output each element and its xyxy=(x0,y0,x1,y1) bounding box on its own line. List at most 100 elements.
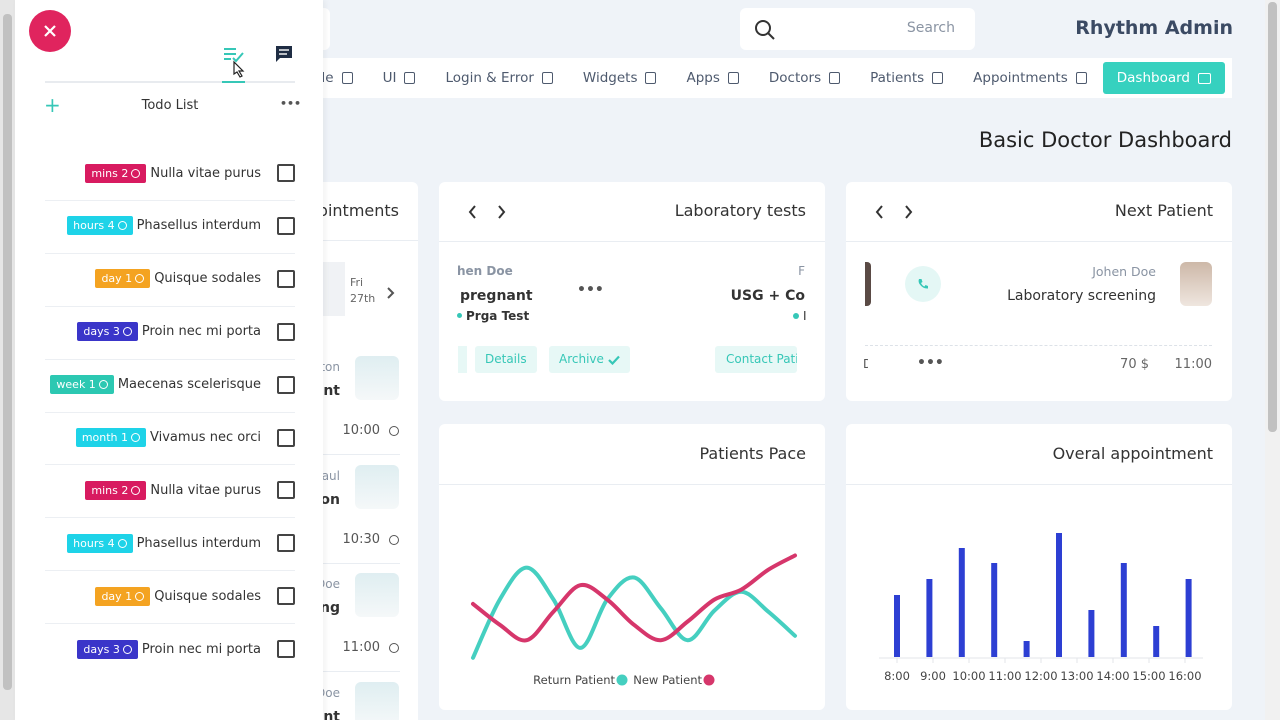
next-date[interactable] xyxy=(385,287,397,299)
pager[interactable] xyxy=(467,204,517,220)
patient-name: F xyxy=(798,264,805,278)
todo-text: Nulla vitae purus xyxy=(150,165,261,181)
appt-name: ton xyxy=(320,360,340,374)
dot xyxy=(457,313,462,318)
chart-title: Overal appointment xyxy=(1052,444,1213,463)
nav-item[interactable]: Patients xyxy=(870,70,944,86)
separator xyxy=(45,252,295,254)
nav-item[interactable]: Doctors xyxy=(769,70,841,86)
lab-card: Laboratory tests hen Doe pregnant Prga T… xyxy=(439,182,825,401)
todo-text: Vivamus nec orci xyxy=(150,430,261,445)
more[interactable]: ••• xyxy=(917,355,944,371)
checkbox[interactable] xyxy=(277,269,295,288)
button-clip xyxy=(458,346,467,373)
checkbox[interactable] xyxy=(277,322,295,341)
date-num: 27th xyxy=(350,292,376,305)
checkbox[interactable] xyxy=(277,216,295,235)
details-button[interactable]: Details xyxy=(475,346,537,373)
contact-button[interactable]: Contact Patien xyxy=(715,346,797,373)
nav-item[interactable]: Apps xyxy=(686,70,739,86)
todo-item: mins 2 Nulla vitae purus xyxy=(45,464,295,516)
bar xyxy=(1088,610,1095,657)
call-button[interactable] xyxy=(905,266,941,302)
divider xyxy=(846,241,1232,242)
nav-item-active[interactable]: Dashboard xyxy=(1102,62,1225,94)
separator xyxy=(45,411,295,413)
appt-sub: on xyxy=(320,491,340,508)
bar xyxy=(926,579,933,657)
separator xyxy=(45,199,295,201)
clock-icon xyxy=(98,380,108,390)
nav-label: Patients xyxy=(870,70,925,86)
separator xyxy=(45,464,295,466)
nav-icon xyxy=(541,72,553,84)
todo-text: Proin nec mi porta xyxy=(141,324,261,340)
clock-icon xyxy=(117,221,127,231)
checkbox[interactable] xyxy=(277,428,295,447)
x-tick-label: 16:00 xyxy=(1168,669,1201,683)
appt-name: aul xyxy=(321,468,340,483)
test-name: USG + Co xyxy=(730,288,805,304)
divider xyxy=(439,241,825,242)
nav-label: UI xyxy=(382,70,397,86)
nav-icon xyxy=(829,72,841,84)
tag-label: hours 4 xyxy=(73,536,115,550)
close-icon xyxy=(44,25,56,37)
separator xyxy=(45,623,295,625)
close-button[interactable] xyxy=(29,10,71,52)
todo-tag: week 1 xyxy=(50,375,114,395)
nav-icon xyxy=(932,72,944,84)
chat-tab[interactable] xyxy=(274,44,294,64)
patient-photo xyxy=(1180,262,1212,306)
clock-icon xyxy=(135,274,145,284)
checkbox[interactable] xyxy=(277,587,295,606)
avatar xyxy=(355,681,399,720)
checkbox[interactable] xyxy=(277,375,295,394)
x-tick-label: 10:00 xyxy=(952,669,985,683)
nav-icon xyxy=(404,72,416,84)
separator xyxy=(45,358,295,360)
search-placeholder: Search xyxy=(906,20,955,36)
line-series xyxy=(471,553,797,643)
more[interactable]: ••• xyxy=(577,282,604,298)
nav-item[interactable]: Widgets xyxy=(583,70,657,86)
archive-button[interactable]: Archive xyxy=(549,346,630,373)
separator xyxy=(45,570,295,572)
todo-tab[interactable] xyxy=(222,46,248,80)
nav-item[interactable]: UI xyxy=(383,70,416,86)
phone-icon xyxy=(918,279,928,289)
separator xyxy=(45,517,295,519)
label: Archive xyxy=(559,352,604,366)
todo-item: day 1 Quisque sodales xyxy=(45,253,295,305)
dot xyxy=(793,313,799,319)
test-name: Laboratory screening xyxy=(1007,288,1156,304)
todo-item: month 1 Vivamus nec orci xyxy=(45,412,295,464)
checkbox[interactable] xyxy=(277,164,295,182)
tag-label: mins 2 xyxy=(91,483,129,497)
nav-item[interactable]: Appointments xyxy=(973,70,1087,86)
todo-item: days 3 Proin nec mi porta xyxy=(45,623,295,675)
check-icon xyxy=(608,355,620,365)
search-box[interactable]: Search xyxy=(740,8,975,50)
checkbox[interactable] xyxy=(277,481,295,500)
bar xyxy=(1185,579,1192,657)
avatar xyxy=(355,573,399,617)
todo-text: Nulla vitae purus xyxy=(150,482,261,498)
nav-item[interactable]: Login & Error xyxy=(445,70,553,86)
todo-panel: + Todo List ••• mins 2 Nulla vitae purus h… xyxy=(15,0,323,720)
checkbox[interactable] xyxy=(277,640,295,659)
clock-icon xyxy=(122,644,132,654)
price: 70 $ xyxy=(1120,357,1149,372)
todo-item: hours 4 Phasellus interdum xyxy=(45,517,295,569)
more[interactable]: ••• xyxy=(280,97,302,110)
todo-tag: hours 4 xyxy=(67,533,133,553)
nav-bar: ableUILogin & ErrorWidgetsAppsDoctorsPat… xyxy=(300,58,1232,98)
pager[interactable] xyxy=(874,204,924,220)
todo-text: Quisque sodales xyxy=(154,271,261,287)
checkbox[interactable] xyxy=(277,534,295,553)
tag-label: day 1 xyxy=(101,272,133,286)
add-button[interactable]: + xyxy=(44,93,61,117)
next-patient-card: Next Patient Johen Doe Laboratory screen… xyxy=(846,182,1232,401)
tag-label: days 3 xyxy=(83,642,120,656)
scroll-thumb xyxy=(1268,2,1277,432)
